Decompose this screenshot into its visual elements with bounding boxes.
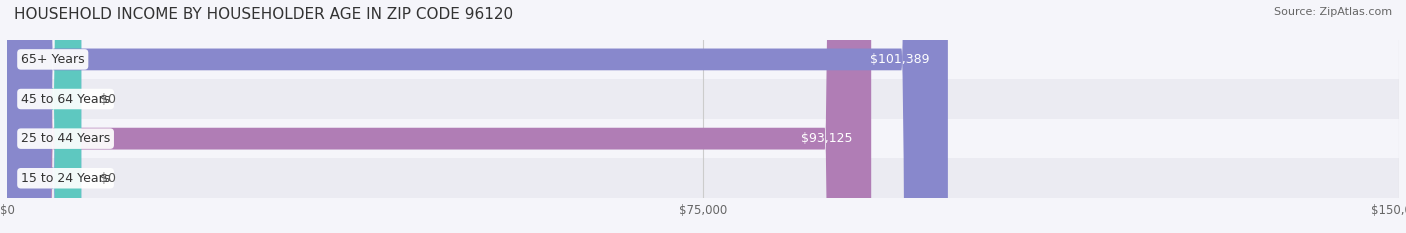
Text: $93,125: $93,125 [801, 132, 852, 145]
Text: 65+ Years: 65+ Years [21, 53, 84, 66]
Text: 45 to 64 Years: 45 to 64 Years [21, 93, 110, 106]
Text: $101,389: $101,389 [870, 53, 929, 66]
Text: HOUSEHOLD INCOME BY HOUSEHOLDER AGE IN ZIP CODE 96120: HOUSEHOLD INCOME BY HOUSEHOLDER AGE IN Z… [14, 7, 513, 22]
Text: 15 to 24 Years: 15 to 24 Years [21, 172, 110, 185]
Text: Source: ZipAtlas.com: Source: ZipAtlas.com [1274, 7, 1392, 17]
Bar [7, 158, 1399, 198]
Bar [7, 79, 1399, 119]
FancyBboxPatch shape [7, 0, 82, 233]
Text: $0: $0 [100, 172, 115, 185]
Text: 25 to 44 Years: 25 to 44 Years [21, 132, 110, 145]
FancyBboxPatch shape [7, 0, 948, 233]
FancyBboxPatch shape [7, 0, 872, 233]
Text: $0: $0 [100, 93, 115, 106]
Bar [7, 40, 1399, 79]
Bar [7, 119, 1399, 158]
FancyBboxPatch shape [7, 0, 82, 233]
